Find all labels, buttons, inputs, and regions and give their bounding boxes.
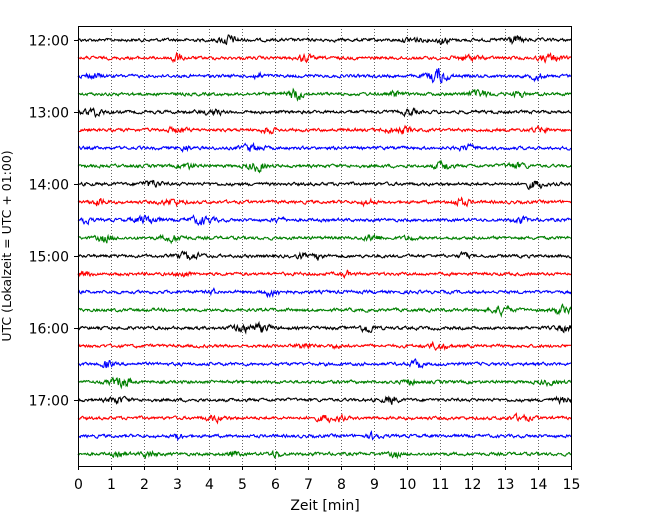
seismogram-traces	[77, 34, 572, 460]
x-tick-label: 14	[530, 477, 548, 493]
x-tick-label: 13	[497, 477, 515, 493]
x-tick-label: 8	[337, 477, 346, 493]
x-tick-label: 1	[107, 477, 116, 493]
y-tick-label: 17:00	[29, 394, 69, 410]
y-tick-label: 16:00	[29, 322, 69, 338]
x-axis-label: Zeit [min]	[290, 498, 359, 514]
trace-1600	[77, 320, 572, 335]
trace-1630	[77, 357, 572, 369]
x-tick-label: 9	[370, 477, 379, 493]
trace-1445	[77, 233, 572, 245]
x-tick-label: 12	[464, 477, 482, 493]
x-tick-label: 4	[205, 477, 214, 493]
x-tick-label: 10	[399, 477, 417, 493]
trace-1245	[77, 87, 572, 102]
trace-1730	[77, 430, 572, 442]
x-tick-label: 0	[74, 477, 83, 493]
trace-1300	[77, 106, 572, 119]
vertical-grid	[111, 26, 539, 466]
trace-1545	[77, 303, 572, 318]
trace-1400	[77, 179, 572, 191]
trace-1700	[77, 395, 572, 406]
trace-1500	[77, 250, 572, 261]
trace-1215	[77, 51, 572, 64]
x-tick-label: 11	[432, 477, 450, 493]
y-tick-label: 13:00	[29, 106, 69, 122]
trace-1315	[77, 124, 572, 135]
y-tick-label: 12:00	[29, 34, 69, 50]
y-tick-label: 15:00	[29, 250, 69, 266]
y-tick-label: 14:00	[29, 178, 69, 194]
x-tick-label: 5	[238, 477, 247, 493]
x-tick-label: 3	[173, 477, 182, 493]
trace-1715	[77, 412, 572, 425]
y-axis-label: UTC (Lokalzeit = UTC + 01:00)	[0, 150, 14, 341]
trace-1645	[77, 376, 572, 390]
trace-1415	[77, 196, 572, 208]
y-axis-ticks: 12:00 13:00 14:00 15:00 16:00 17:00	[29, 34, 78, 410]
x-tick-label: 15	[563, 477, 581, 493]
trace-1430	[77, 214, 572, 227]
trace-1745	[77, 449, 572, 460]
x-tick-label: 6	[271, 477, 280, 493]
plot-frame	[78, 26, 572, 467]
trace-1345	[77, 159, 572, 174]
x-axis-ticks: 0 1 2 3 4 5 6 7 8 9 10 11 12 13 14 15	[74, 466, 580, 493]
x-tick-label: 7	[304, 477, 313, 493]
x-tick-label: 2	[140, 477, 149, 493]
trace-1330	[77, 141, 572, 153]
trace-1530	[77, 287, 572, 299]
trace-1230	[77, 68, 572, 84]
trace-1515	[77, 269, 572, 279]
trace-1200	[77, 34, 572, 46]
trace-1615	[77, 340, 572, 352]
